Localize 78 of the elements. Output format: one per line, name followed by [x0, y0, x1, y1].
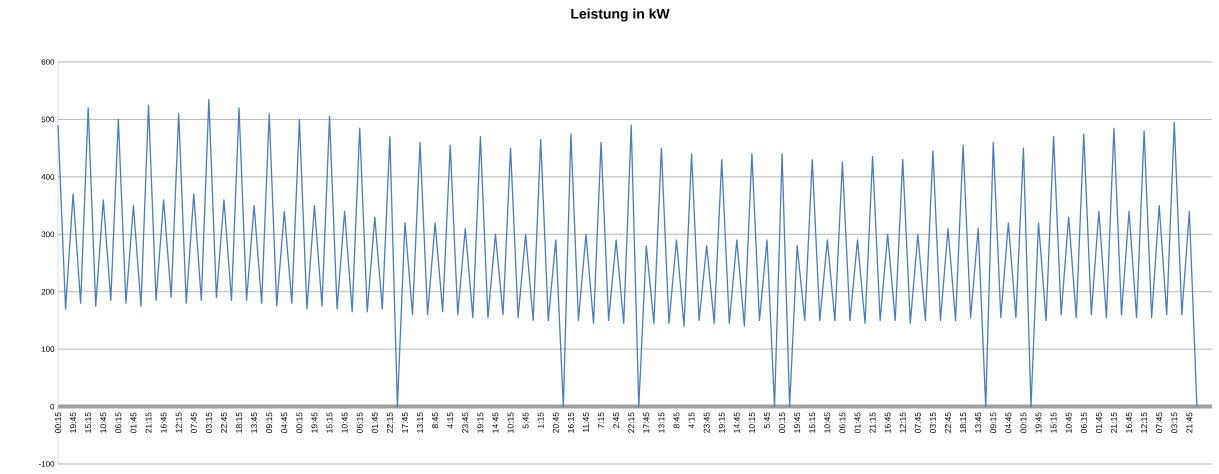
- x-tick-label: 8:45: [673, 412, 680, 429]
- x-tick-label: 06:15: [1080, 412, 1087, 433]
- x-tick-label: 00:15: [779, 412, 786, 433]
- x-tick-label: 00:15: [55, 412, 62, 433]
- x-tick-label: 01:45: [854, 412, 861, 433]
- x-tick-label: 01:45: [371, 412, 378, 433]
- x-tick-label: 22:15: [386, 412, 393, 433]
- x-tick-label: 03:15: [205, 412, 212, 433]
- x-tick-label: 15:15: [1050, 412, 1057, 433]
- x-tick-label: 8:45: [432, 412, 439, 429]
- x-tick-label: 22:45: [945, 412, 952, 433]
- x-tick-label: 12:15: [175, 412, 182, 433]
- x-tick-label: 13:45: [251, 412, 258, 433]
- x-tick-label: 15:15: [326, 412, 333, 433]
- x-tick-label: 1:15: [537, 412, 544, 428]
- x-tick-label: 19:45: [70, 412, 77, 433]
- x-tick-label: 21:15: [869, 412, 876, 433]
- x-tick-label: 09:15: [266, 412, 273, 433]
- x-tick-label: 10:45: [341, 412, 348, 433]
- x-tick-label: 03:15: [1171, 412, 1178, 433]
- x-tick-label: 13:45: [975, 412, 982, 433]
- x-tick-label: 07:45: [1156, 412, 1163, 433]
- x-tick-label: 07:45: [190, 412, 197, 433]
- x-tick-label: 00:15: [296, 412, 303, 433]
- x-tick-label: 15:15: [809, 412, 816, 433]
- x-tick-label: 21:15: [145, 412, 152, 433]
- x-tick-label: 16:45: [160, 412, 167, 433]
- x-tick-label: 12:15: [899, 412, 906, 433]
- x-tick-label: 22:45: [220, 412, 227, 433]
- x-tick-label: 04:45: [281, 412, 288, 433]
- x-tick-label: 21:15: [1110, 412, 1117, 433]
- x-tick-label: 23:45: [703, 412, 710, 433]
- x-tick-label: 2:45: [613, 412, 620, 429]
- x-tick-label: 03:15: [929, 412, 936, 433]
- x-tick-label: 23:45: [462, 412, 469, 433]
- x-tick-label: 18:15: [236, 412, 243, 433]
- x-tick-label: 21:45: [1186, 412, 1193, 433]
- x-tick-label: 12:15: [1141, 412, 1148, 433]
- x-tick-label: 19:45: [1035, 412, 1042, 433]
- x-tick-label: 19:45: [794, 412, 801, 433]
- x-tick-label: 7:15: [598, 412, 605, 429]
- x-tick-label: 16:45: [1126, 412, 1133, 433]
- x-tick-label: 16:45: [884, 412, 891, 433]
- x-tick-label: 10:45: [1065, 412, 1072, 433]
- x-tick-label: 15:15: [85, 412, 92, 433]
- x-tick-label: 01:45: [1095, 412, 1102, 433]
- x-tick-label: 22:15: [628, 412, 635, 433]
- x-tick-label: 09:15: [990, 412, 997, 433]
- x-tick-label: 06:15: [115, 412, 122, 433]
- x-tick-label: 17:45: [402, 412, 408, 433]
- chart-title: Leistung in kW: [571, 8, 670, 22]
- x-tick-label: 07:45: [914, 412, 921, 433]
- x-tick-label: 10:45: [824, 412, 831, 433]
- x-tick-label: 10:45: [100, 412, 107, 433]
- x-tick-label: 18:15: [960, 412, 967, 433]
- x-tick-label: 16:15: [567, 412, 574, 433]
- x-tick-label: 13:15: [417, 412, 424, 433]
- x-tick-label: 10:15: [748, 412, 755, 433]
- x-tick-label: 11:45: [583, 412, 589, 432]
- x-tick-label: 5:45: [522, 412, 529, 429]
- x-tick-label: 19:15: [477, 412, 484, 433]
- x-tick-label: 00:15: [1020, 412, 1027, 433]
- x-tick-label: 10:15: [507, 412, 514, 433]
- x-tick-label: 17:45: [643, 412, 650, 433]
- x-tick-label: 19:15: [718, 412, 725, 433]
- x-tick-label: 06:15: [356, 412, 363, 433]
- x-tick-label: 19:45: [311, 412, 318, 433]
- x-tick-label: 14:45: [492, 412, 499, 433]
- x-tick-label: 4:15: [447, 412, 454, 429]
- x-tick-label: 14:45: [733, 412, 740, 433]
- x-tick-label: 06:15: [839, 412, 846, 433]
- x-tick-label: 20:45: [552, 412, 559, 433]
- x-tick-label: 01:45: [130, 412, 137, 433]
- x-tick-label: 5:45: [764, 412, 770, 429]
- x-tick-label: 4:15: [688, 412, 695, 429]
- x-tick-label: 13:15: [658, 412, 665, 433]
- x-tick-label: 04:45: [1005, 412, 1012, 433]
- line-series: [57, 98, 1198, 408]
